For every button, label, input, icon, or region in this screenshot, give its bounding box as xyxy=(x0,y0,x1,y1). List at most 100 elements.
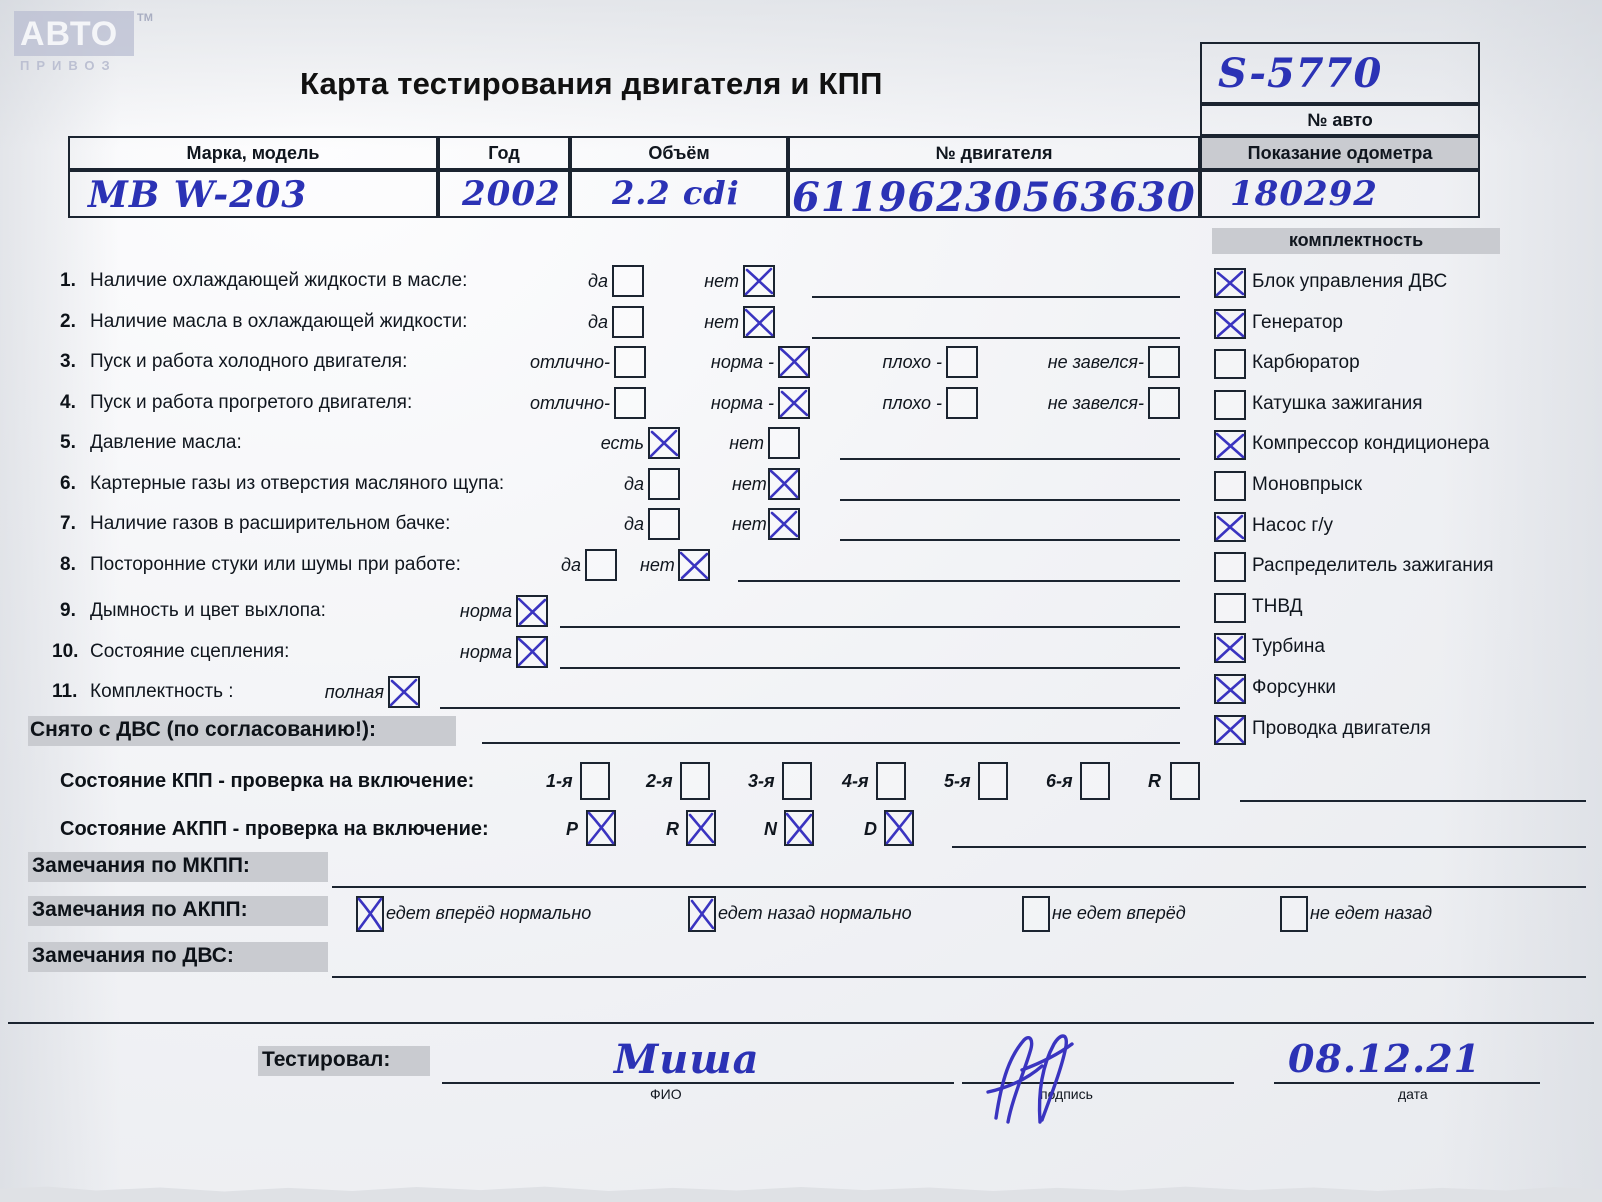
checklist-number: 7. xyxy=(60,513,76,534)
answer-rule xyxy=(840,498,1180,501)
dvs-note-label: Замечания по ДВС: xyxy=(32,944,234,967)
mkpp-checkbox-5[interactable] xyxy=(978,762,1008,800)
checkbox-3-4[interactable] xyxy=(1148,346,1180,378)
kit-item-label: Распределитель зажигания xyxy=(1252,555,1494,577)
logo-subtitle: ПРИВОЗ xyxy=(20,58,117,73)
header-col-label: Объём xyxy=(648,143,710,163)
kit-item-label: Блок управления ДВС xyxy=(1252,271,1448,292)
answer-rule xyxy=(812,336,1180,339)
gear-label-7: R xyxy=(1148,771,1161,791)
kit-item-label: Карбюратор xyxy=(1252,352,1360,374)
mkpp-checkbox-7[interactable] xyxy=(1170,762,1200,800)
check-mark-icon xyxy=(779,347,809,377)
akpp-note-checkbox-3[interactable] xyxy=(1022,896,1050,932)
option-label: да xyxy=(561,554,581,575)
dvs-note-rule xyxy=(332,976,1586,978)
mkpp-rule xyxy=(1240,800,1586,802)
kit-title: комплектность xyxy=(1288,230,1424,250)
date-rule xyxy=(1274,1082,1540,1084)
mkpp-checkbox-1[interactable] xyxy=(580,762,610,800)
checkbox-4-4[interactable] xyxy=(1148,386,1180,419)
header-cell-3 xyxy=(788,136,1200,170)
checkbox-4-3[interactable] xyxy=(946,386,978,419)
removed-label-band xyxy=(28,716,456,746)
kit-item-label: ТНВД xyxy=(1252,595,1303,617)
answer-rule xyxy=(840,458,1180,460)
checkbox-8-1[interactable] xyxy=(585,548,617,581)
kit-checkbox-3[interactable] xyxy=(1214,349,1246,380)
akpp-rule xyxy=(952,846,1586,848)
checkbox-1-1[interactable] xyxy=(612,265,644,297)
option-label: да xyxy=(624,473,644,494)
mkpp-checkbox-2[interactable] xyxy=(680,762,710,800)
checklist-question: Дымность и цвет выхлопа: xyxy=(90,600,326,621)
checkbox-2-1[interactable] xyxy=(612,305,644,338)
akpp-note-option-label: не едет вперёд xyxy=(1052,903,1186,923)
kit-checkbox-9[interactable] xyxy=(1214,592,1246,623)
date-caption: дата xyxy=(1398,1086,1428,1102)
check-mark-icon xyxy=(1215,433,1245,459)
tested-by-band xyxy=(258,1046,430,1076)
option-label: полная xyxy=(324,682,384,702)
checklist-question: Наличие охлаждающей жидкости в масле: xyxy=(90,270,468,291)
checklist-number: 1. xyxy=(60,270,76,291)
checkbox-3-3[interactable] xyxy=(946,346,978,378)
trademark-icon: TM xyxy=(137,12,153,24)
answer-rule xyxy=(812,296,1180,298)
paper-torn-edge xyxy=(0,1186,1602,1202)
mkpp-checkbox-3[interactable] xyxy=(782,762,812,800)
value-handwritten-0: MB W-203 xyxy=(88,174,308,216)
kit-title-band xyxy=(1212,228,1500,254)
option-label: есть xyxy=(600,433,644,453)
option-label: норма xyxy=(459,601,512,621)
value-cell-1 xyxy=(438,170,570,218)
answer-rule xyxy=(560,626,1180,628)
value-cell-3 xyxy=(788,170,1200,218)
header-col-label: Марка, модель xyxy=(186,143,320,163)
option-label: норма - xyxy=(710,352,774,372)
checkbox-7-1[interactable] xyxy=(648,508,680,540)
mkpp-note-label: Замечания по МКПП: xyxy=(32,854,250,877)
header-cell-0 xyxy=(68,136,438,170)
mkpp-checkbox-4[interactable] xyxy=(876,762,906,800)
check-mark-icon xyxy=(517,597,547,626)
checklist-question: Посторонние стуки или шумы при работе: xyxy=(90,553,461,575)
kit-item-label: Компрессор кондиционера xyxy=(1252,433,1490,455)
gear-label-4: 4-я xyxy=(842,771,869,791)
option-label: норма xyxy=(459,641,512,662)
checklist-question: Пуск и работа прогретого двигателя: xyxy=(90,391,413,413)
check-mark-icon xyxy=(357,897,383,931)
mkpp-label: Состояние КПП - проверка на включение: xyxy=(60,770,475,792)
page-title: Карта тестирования двигателя и КПП xyxy=(300,66,883,101)
check-mark-icon xyxy=(649,429,679,458)
checkbox-4-1[interactable] xyxy=(614,386,646,419)
checklist-number: 8. xyxy=(60,553,76,575)
option-label: нет xyxy=(704,311,739,332)
value-handwritten-3: 61196230563630 xyxy=(792,174,1196,221)
dvs-note-band xyxy=(28,942,328,972)
gear-label-1: 1-я xyxy=(546,771,573,791)
logo-plate xyxy=(14,11,134,56)
check-mark-icon xyxy=(679,551,709,579)
gear-label-5: 5-я xyxy=(944,771,971,791)
auto-number-label: № авто xyxy=(1307,110,1373,130)
check-mark-icon xyxy=(689,898,715,931)
option-label: плохо - xyxy=(882,392,942,413)
checkbox-6-1[interactable] xyxy=(648,467,680,500)
kit-checkbox-6[interactable] xyxy=(1214,471,1246,501)
akpp-note-checkbox-4[interactable] xyxy=(1280,896,1308,932)
kit-checkbox-4[interactable] xyxy=(1214,389,1246,420)
option-label: нет xyxy=(732,473,767,494)
checkbox-3-1[interactable] xyxy=(614,346,646,378)
kit-checkbox-8[interactable] xyxy=(1214,552,1246,583)
mkpp-checkbox-6[interactable] xyxy=(1080,762,1110,800)
check-mark-icon xyxy=(1215,311,1245,337)
check-mark-icon xyxy=(785,812,813,845)
checkbox-5-2[interactable] xyxy=(768,427,800,459)
check-mark-icon xyxy=(1215,270,1245,297)
gear-label-2: 2-я xyxy=(646,771,673,791)
akpp-note-option-label: не едет назад xyxy=(1310,903,1433,923)
fio-caption: ФИО xyxy=(650,1086,682,1102)
checklist-question: Наличие газов в расширительном бачке: xyxy=(90,513,451,534)
checklist-number: 9. xyxy=(60,600,76,621)
